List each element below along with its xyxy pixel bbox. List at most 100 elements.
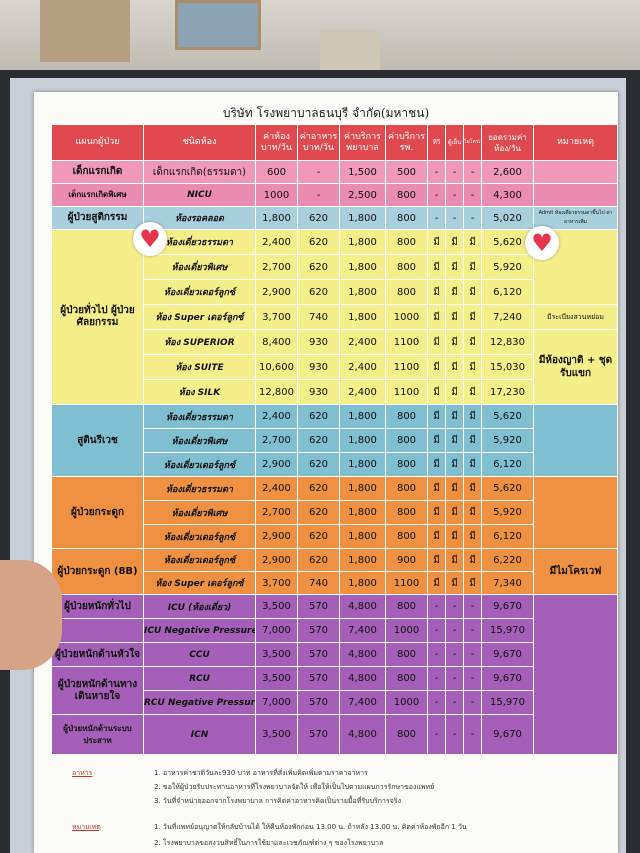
total-cell: 6,120 [481, 279, 534, 305]
food-cell: 620 [297, 452, 340, 477]
room-cell: ห้อง Super เดอร์ลูกซ์ [143, 304, 256, 330]
room-fee-cell: 2,900 [255, 452, 298, 477]
food-cell: 570 [297, 714, 340, 755]
micro-cell: - [463, 618, 482, 643]
tv-cell: - [427, 618, 446, 643]
total-cell: 6,120 [481, 452, 534, 477]
room-cell: RCU [143, 666, 256, 691]
micro-cell: - [463, 642, 482, 667]
service-cell: 1000 [385, 690, 428, 715]
tv-cell: มี [427, 571, 446, 595]
remark-cell: มีไมโครเวฟ [533, 548, 618, 595]
fridge-cell: มี [445, 500, 464, 525]
remark-notes: หมายเหตุ 1. วันที่แพทย์อนุญาตให้กลับบ้าน… [72, 822, 592, 852]
food-cell: 620 [297, 206, 340, 230]
fridge-cell: มี [445, 229, 464, 255]
remark-cell [533, 594, 618, 755]
room-fee-cell: 2,400 [255, 229, 298, 255]
nurse-cell: 1,800 [339, 500, 386, 525]
table-row: ผู้ป่วยกระดูก (8B) ห้องเดี่ยวเดอร์ลูกซ์ … [51, 548, 618, 595]
remark-cell [533, 404, 618, 477]
food-notes: อาหาร 1. อาหารค่าชาติวันละ930 บาท อาหารท… [72, 768, 592, 808]
fridge-cell: มี [445, 379, 464, 405]
service-cell: 800 [385, 279, 428, 305]
tv-cell: มี [427, 329, 446, 355]
total-cell: 9,670 [481, 666, 534, 691]
food-note: 3. วันที่จำหน่ายออกจากโรงพยาบาล การคิดค่… [154, 797, 401, 805]
micro-cell: มี [463, 279, 482, 305]
food-cell: 740 [297, 571, 340, 595]
nurse-cell: 4,800 [339, 666, 386, 691]
room-fee-cell: 3,500 [255, 714, 298, 755]
header-tv: ทีวี [427, 124, 446, 161]
table-row: ห้อง SUPERIOR 8,400 930 2,400 1100 มี มี… [52, 329, 618, 405]
tv-cell: มี [427, 354, 446, 380]
room-fee-cell: 10,600 [255, 354, 298, 380]
dept-cell [51, 618, 144, 643]
table-row: ห้อง SILK 12,800 930 2,400 1100 มี มี มี… [52, 379, 618, 405]
micro-cell: - [463, 594, 482, 619]
service-cell: 1100 [385, 571, 428, 595]
food-note: 1. อาหารค่าชาติวันละ930 บาท อาหารที่สั่ง… [154, 769, 368, 777]
holding-thumb [0, 560, 62, 670]
service-cell: 800 [385, 524, 428, 549]
dept-cell: ผู้ป่วยหนักด้านหัวใจ [51, 642, 144, 667]
nurse-cell: 2,400 [339, 354, 386, 380]
micro-cell: มี [463, 404, 482, 429]
total-cell: 9,670 [481, 714, 534, 755]
fridge-cell: - [445, 183, 464, 207]
food-cell: 620 [297, 524, 340, 549]
background-box [320, 30, 380, 70]
service-cell: 800 [385, 229, 428, 255]
tv-cell: - [427, 594, 446, 619]
table-row: ห้องเดี่ยวพิเศษ 2,700 620 1,800 800 มี ม… [52, 254, 618, 280]
fridge-cell: มี [445, 254, 464, 280]
total-cell: 12,830 [481, 329, 534, 355]
fridge-cell: - [445, 666, 464, 691]
service-cell: 1000 [385, 618, 428, 643]
table-row: ห้องเดี่ยวเดอร์ลูกซ์ 2,900 620 1,800 800… [52, 452, 618, 477]
fridge-cell: มี [445, 571, 464, 595]
tv-cell: มี [427, 524, 446, 549]
service-cell: 1100 [385, 354, 428, 380]
tv-cell: มี [427, 452, 446, 477]
room-cell: ห้องเดี่ยวเดอร์ลูกซ์ [143, 548, 256, 572]
fridge-cell: - [445, 714, 464, 755]
header-remark: หมายเหตุ [533, 124, 618, 161]
tv-cell: - [427, 183, 446, 207]
micro-cell: - [463, 714, 482, 755]
header-dept: แผนกผู้ป่วย [51, 124, 144, 161]
service-cell: 1000 [385, 304, 428, 330]
remark-cell: มีห้องญาติ + ชุดรับแขก [533, 329, 618, 405]
tv-cell: มี [427, 500, 446, 525]
dept-cell: เด็กแรกเกิด [51, 160, 144, 184]
room-rate-table: แผนกผู้ป่วย ชนิดห้อง ค่าห้อง บาท/วัน ค่า… [51, 124, 618, 755]
micro-cell: มี [463, 379, 482, 405]
fridge-cell: - [445, 594, 464, 619]
heart-sticker-icon: ♥ [525, 226, 559, 260]
table-header-row: แผนกผู้ป่วย ชนิดห้อง ค่าห้อง บาท/วัน ค่า… [51, 124, 618, 161]
food-cell: - [297, 183, 340, 207]
micro-cell: มี [463, 571, 482, 595]
food-cell: 620 [297, 476, 340, 501]
nurse-cell: 1,500 [339, 160, 386, 184]
dept-cell: ผู้ป่วยสูติกรรม [51, 206, 144, 230]
total-cell: 15,970 [481, 690, 534, 715]
nurse-cell: 4,800 [339, 594, 386, 619]
header-micro: ไมโครเวฟ [463, 124, 482, 161]
remark-label: หมายเหตุ [72, 823, 101, 831]
tv-cell: มี [427, 548, 446, 572]
food-cell: 620 [297, 428, 340, 453]
total-cell: 5,020 [481, 206, 534, 230]
micro-cell: มี [463, 329, 482, 355]
total-cell: 6,120 [481, 524, 534, 549]
total-cell: 2,600 [481, 160, 534, 184]
fridge-cell: มี [445, 304, 464, 330]
service-cell: 800 [385, 428, 428, 453]
room-cell: ห้องเดี่ยวเดอร์ลูกซ์ [143, 452, 256, 477]
nurse-cell: 1,800 [339, 229, 386, 255]
header-food: ค่าอาหาร บาท/วัน [297, 124, 340, 161]
fridge-cell: - [445, 690, 464, 715]
tv-cell: - [427, 642, 446, 667]
table-row: ห้องเดี่ยวเดอร์ลูกซ์ 2,900 620 1,800 800… [52, 524, 618, 549]
